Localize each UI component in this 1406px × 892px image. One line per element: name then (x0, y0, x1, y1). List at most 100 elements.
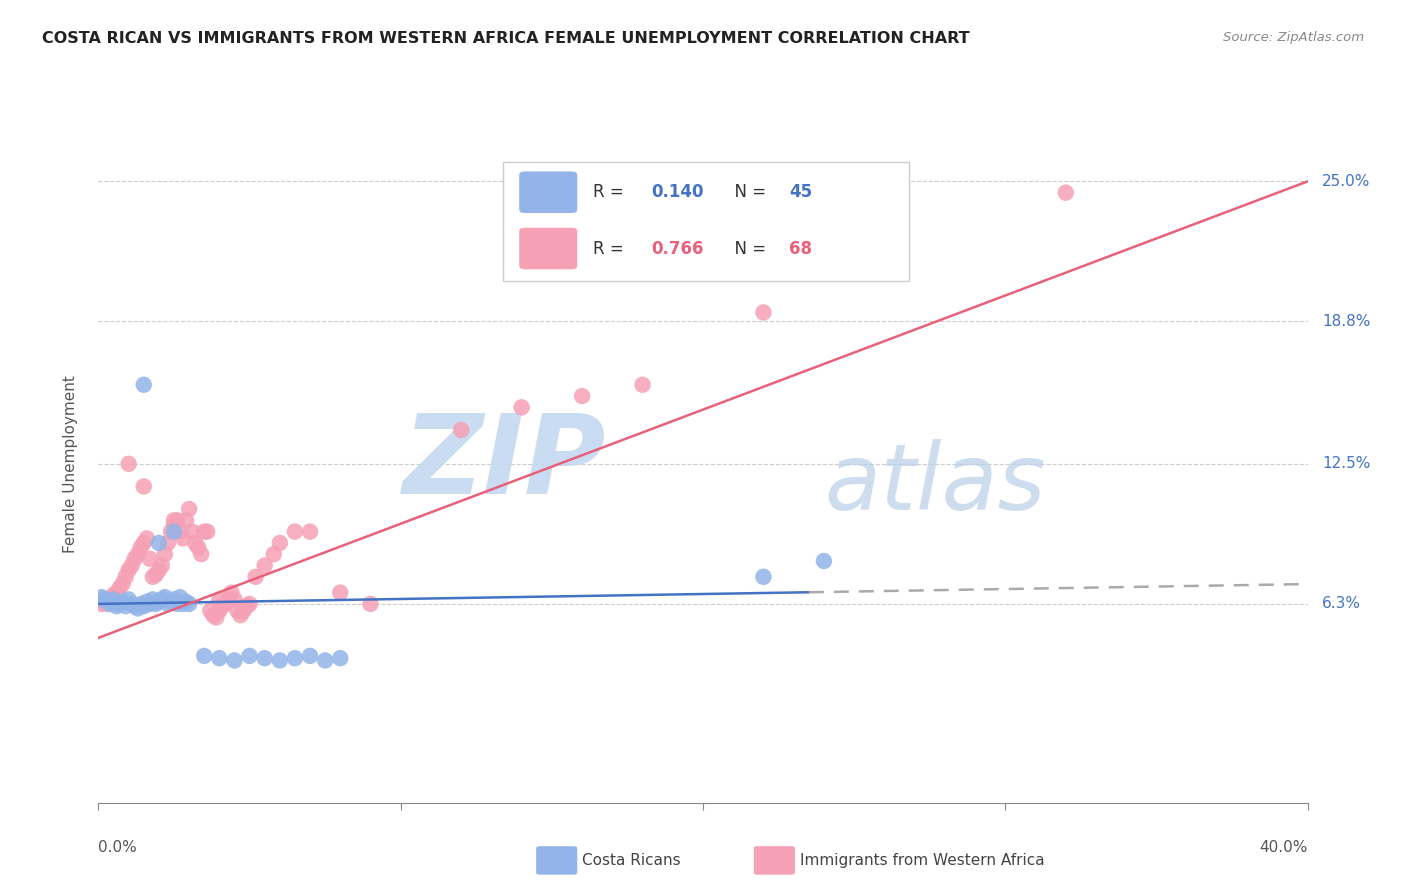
Point (127, 601, 149, 615)
Point (135, 532, 157, 546)
Point (153, 547, 176, 561)
Point (169, 524, 191, 539)
Point (142, 592, 165, 607)
Point (187, 541, 209, 555)
FancyBboxPatch shape (754, 847, 794, 875)
Text: 6.3%: 6.3% (1322, 597, 1361, 611)
Point (118, 592, 141, 607)
Y-axis label: Female Unemployment: Female Unemployment (63, 375, 77, 553)
Point (284, 524, 307, 539)
Point (195, 524, 218, 539)
Point (208, 651, 231, 665)
Point (200, 604, 222, 618)
Point (177, 597, 201, 611)
Point (118, 563, 141, 577)
Point (221, 585, 243, 599)
Point (172, 532, 194, 546)
Point (124, 551, 146, 566)
Point (510, 401, 533, 415)
Point (174, 595, 197, 609)
Point (93, 595, 115, 609)
Point (224, 653, 246, 667)
Point (184, 536, 207, 550)
Point (190, 547, 212, 561)
Point (111, 595, 134, 609)
Point (299, 524, 322, 539)
Text: R =: R = (593, 240, 628, 258)
Point (163, 513, 186, 527)
Point (202, 608, 225, 623)
Point (174, 513, 197, 527)
Point (114, 570, 136, 584)
Point (139, 597, 162, 611)
Point (253, 651, 276, 665)
Text: N =: N = (724, 184, 770, 202)
Point (111, 576, 134, 591)
Text: Costa Ricans: Costa Ricans (582, 853, 681, 868)
Point (329, 585, 352, 599)
Point (193, 524, 215, 539)
Point (571, 389, 593, 403)
Point (263, 547, 285, 561)
Point (132, 479, 155, 493)
Text: 12.5%: 12.5% (1322, 457, 1371, 471)
Point (142, 570, 165, 584)
Point (132, 536, 155, 550)
Point (121, 597, 143, 611)
Point (166, 513, 188, 527)
Point (329, 651, 352, 665)
Point (205, 610, 228, 624)
Point (163, 592, 186, 607)
Point (245, 570, 267, 584)
Point (153, 590, 176, 604)
Point (193, 648, 215, 663)
Point (160, 595, 183, 609)
Text: R =: R = (593, 184, 628, 202)
Point (129, 541, 152, 555)
Text: 45: 45 (789, 184, 813, 202)
Point (214, 597, 236, 611)
Point (105, 599, 128, 614)
Point (160, 524, 183, 539)
Text: 0.140: 0.140 (651, 184, 703, 202)
Point (299, 648, 322, 663)
Point (100, 597, 122, 611)
Point (105, 585, 128, 599)
FancyBboxPatch shape (503, 162, 908, 281)
Point (148, 536, 170, 550)
Point (150, 592, 173, 607)
Point (108, 581, 131, 595)
Text: 18.8%: 18.8% (1322, 314, 1371, 329)
Point (135, 595, 157, 609)
Point (239, 597, 262, 611)
Point (127, 547, 149, 561)
Point (145, 597, 167, 611)
Point (100, 592, 122, 607)
Point (132, 599, 155, 614)
Text: ZIP: ZIP (402, 410, 606, 517)
Point (235, 599, 257, 614)
Point (169, 590, 191, 604)
Point (156, 536, 179, 550)
FancyBboxPatch shape (519, 227, 578, 269)
Point (752, 570, 775, 584)
Point (108, 597, 131, 611)
Point (269, 653, 291, 667)
Point (224, 592, 246, 607)
Point (314, 653, 336, 667)
Point (139, 551, 162, 566)
Point (269, 536, 291, 550)
Text: COSTA RICAN VS IMMIGRANTS FROM WESTERN AFRICA FEMALE UNEMPLOYMENT CORRELATION CH: COSTA RICAN VS IMMIGRANTS FROM WESTERN A… (42, 31, 970, 46)
Point (253, 558, 276, 573)
Point (145, 567, 167, 582)
Text: 25.0%: 25.0% (1322, 174, 1371, 189)
Point (118, 457, 141, 471)
Point (132, 377, 155, 392)
Point (93, 592, 115, 607)
Point (360, 597, 382, 611)
Point (148, 595, 170, 609)
FancyBboxPatch shape (536, 847, 578, 875)
Point (103, 588, 125, 602)
Point (232, 604, 254, 618)
Text: Immigrants from Western Africa: Immigrants from Western Africa (800, 853, 1045, 868)
